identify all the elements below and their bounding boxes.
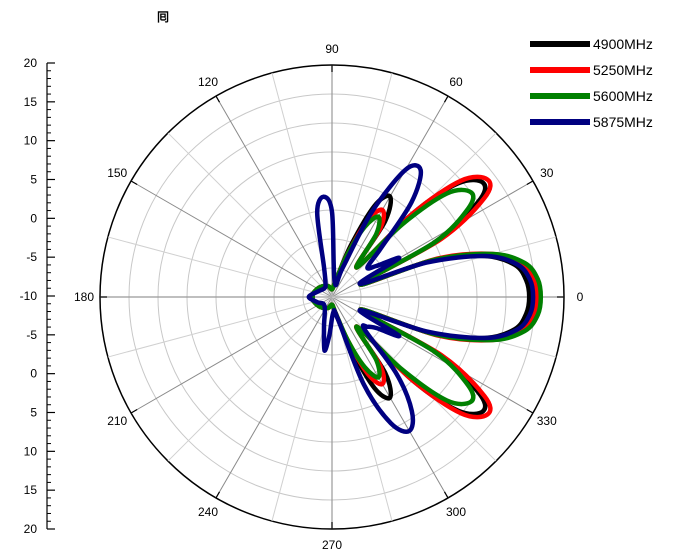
angle-label-60: 60 <box>449 75 463 89</box>
angle-label-30: 30 <box>540 166 554 180</box>
angle-tick <box>215 95 221 103</box>
radial-tick-label: -10 <box>20 289 38 303</box>
grid-spoke <box>167 296 333 462</box>
angle-label-90: 90 <box>325 42 339 56</box>
legend[interactable]: 4900MHz 5250MHz 5600MHz 5875MHz <box>530 36 653 130</box>
grid-spoke <box>215 95 333 298</box>
series-line-5600MHz <box>310 187 544 407</box>
angle-label-330: 330 <box>537 414 557 428</box>
legend-label-5250MHz: 5250MHz <box>593 62 653 78</box>
radial-tick-label: 10 <box>24 134 38 148</box>
angle-label-300: 300 <box>446 505 466 519</box>
radial-scale-axis: 20 15 10 5 0 -5 -10 -5 0 5 10 15 20 <box>20 56 55 536</box>
legend-label-5875MHz: 5875MHz <box>593 114 653 130</box>
angle-label-270: 270 <box>322 538 342 552</box>
polar-grid <box>99 64 565 530</box>
angle-tick <box>443 491 449 499</box>
grid-spoke <box>331 236 557 298</box>
radial-tick-label: 20 <box>24 56 38 70</box>
angle-tick <box>526 408 534 414</box>
series-line-5875MHz <box>306 163 536 434</box>
grid-spoke <box>107 296 333 358</box>
radial-tick-label: -5 <box>26 328 37 342</box>
radial-tick-label: 20 <box>24 522 38 536</box>
radial-tick-label: 5 <box>30 406 37 420</box>
angle-label-150: 150 <box>107 166 127 180</box>
radial-tick-label: 0 <box>30 367 37 381</box>
angle-tick <box>130 408 138 414</box>
radial-tick-label: 5 <box>30 173 37 187</box>
radial-tick-label: 0 <box>30 211 37 225</box>
grid-spoke <box>331 296 557 358</box>
grid-spoke <box>107 236 333 298</box>
radial-tick-label: 15 <box>24 483 38 497</box>
angle-tick <box>526 180 534 186</box>
angle-label-180: 180 <box>74 290 94 304</box>
angle-label-240: 240 <box>198 505 218 519</box>
angle-label-0: 0 <box>577 290 584 304</box>
grid-spoke <box>167 132 333 298</box>
grid-spoke <box>215 296 333 499</box>
angular-tick-labels: 0 30 60 90 120 150 180 210 240 270 300 330 <box>74 42 584 552</box>
radial-tick-label: 15 <box>24 95 38 109</box>
legend-label-4900MHz: 4900MHz <box>593 36 653 52</box>
legend-label-5600MHz: 5600MHz <box>593 88 653 104</box>
series-layer <box>306 163 544 434</box>
angle-tick <box>443 95 449 103</box>
angle-label-210: 210 <box>107 414 127 428</box>
angle-tick <box>215 491 221 499</box>
angle-label-120: 120 <box>198 75 218 89</box>
grid-spoke <box>130 180 333 298</box>
corner-glyph: 囘 <box>157 10 169 24</box>
angle-tick <box>130 180 138 186</box>
radial-tick-label: 10 <box>24 444 38 458</box>
radial-tick-label: -5 <box>26 250 37 264</box>
grid-spoke <box>130 296 333 414</box>
